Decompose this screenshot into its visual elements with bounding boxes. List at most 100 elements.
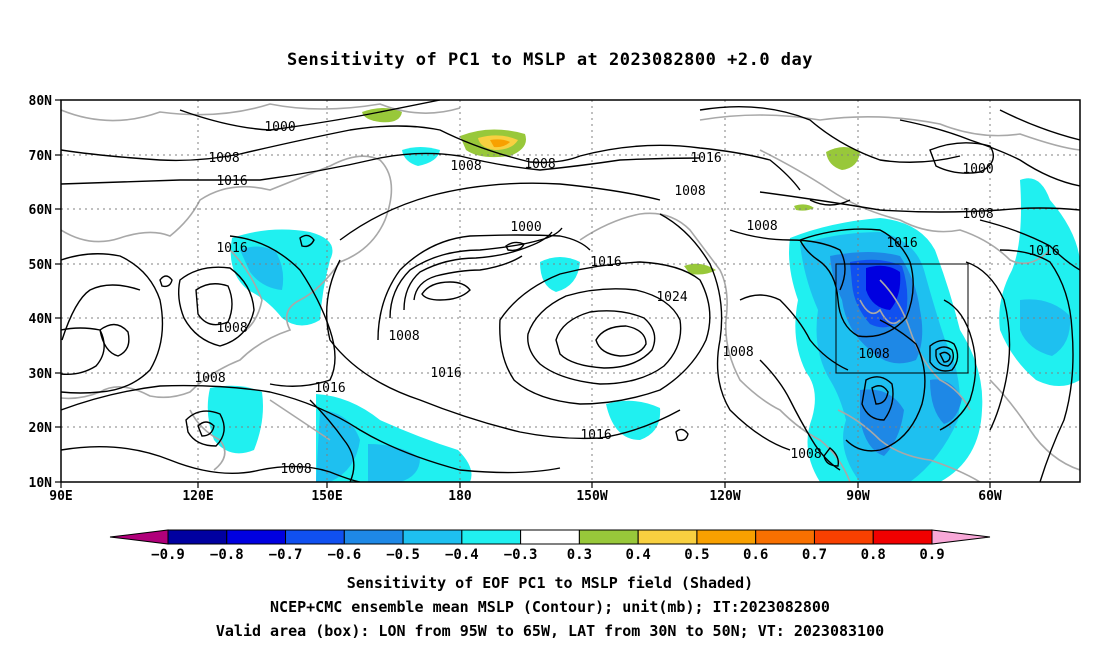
shade-patch xyxy=(490,139,510,148)
mslp-contour xyxy=(659,213,791,451)
mslp-contour xyxy=(527,288,682,385)
caption-line-2: NCEP+CMC ensemble mean MSLP (Contour); u… xyxy=(270,598,830,616)
contour-label: 1024 xyxy=(656,290,687,305)
caption-line-3: Valid area (box): LON from 95W to 65W, L… xyxy=(215,622,885,640)
mslp-contour xyxy=(377,234,591,341)
mslp-contour xyxy=(229,235,336,387)
colorbar-label: −0.9 xyxy=(151,547,185,563)
colorbar-segment xyxy=(461,529,522,545)
mslp-contour xyxy=(309,399,355,482)
mslp-contours xyxy=(61,100,1080,482)
mslp-contour xyxy=(339,182,661,241)
contour-label: 1000 xyxy=(264,120,295,135)
contour-label: 1016 xyxy=(430,366,461,381)
shade-patch xyxy=(860,389,904,456)
mslp-contour xyxy=(61,253,164,394)
mslp-contour xyxy=(935,346,955,367)
map-title: Sensitivity of PC1 to MSLP at 2023082800… xyxy=(286,50,813,70)
lat-label: 30N xyxy=(29,367,53,382)
mslp-contour xyxy=(899,119,1080,187)
mslp-contour xyxy=(413,255,523,301)
contour-label: 1008 xyxy=(280,462,311,477)
mslp-contour xyxy=(799,228,914,338)
colorbar-segment xyxy=(813,529,874,545)
lat-label: 50N xyxy=(29,258,53,273)
lat-label: 70N xyxy=(29,149,53,164)
mslp-contour xyxy=(61,384,561,474)
mslp-contour xyxy=(675,428,689,442)
lon-label: 90E xyxy=(49,489,72,504)
mslp-contour xyxy=(99,323,130,357)
colorbar-segment xyxy=(755,529,815,545)
mslp-contour xyxy=(929,339,959,372)
colorbar-segment xyxy=(167,529,228,545)
shade-patch xyxy=(794,204,814,211)
contour-label: 1008 xyxy=(790,447,821,462)
shade-patch xyxy=(826,147,860,170)
contour-label: 1008 xyxy=(208,151,239,166)
lon-label: 180 xyxy=(448,489,472,504)
contour-label: 1008 xyxy=(524,157,555,172)
lon-label: 150W xyxy=(576,489,607,504)
shade-patch xyxy=(930,379,962,424)
mslp-contour xyxy=(505,241,525,252)
colorbar-label: −0.6 xyxy=(327,547,361,563)
coastline xyxy=(879,279,971,411)
colorbar-label: 0.4 xyxy=(626,547,651,563)
mslp-contour xyxy=(61,445,361,482)
colorbar-segment xyxy=(285,529,345,545)
contour-label: 1000 xyxy=(510,220,541,235)
sensitivity-shading xyxy=(207,108,1080,482)
mslp-contour xyxy=(759,191,1080,213)
shade-patch xyxy=(684,263,716,275)
mslp-contour xyxy=(579,144,801,191)
colorbar-arrow-left xyxy=(109,529,169,545)
shade-patch xyxy=(1020,299,1071,356)
contour-label: 1008 xyxy=(194,371,225,386)
mslp-contour xyxy=(939,299,977,431)
valid-area-box xyxy=(835,263,969,374)
contour-label: 1016 xyxy=(580,428,611,443)
mslp-contour xyxy=(845,319,926,452)
mslp-contour xyxy=(739,294,849,371)
colorbar-label: −0.7 xyxy=(269,547,303,563)
contour-label: 1016 xyxy=(216,174,247,189)
mslp-contour xyxy=(403,231,553,311)
mslp-contour xyxy=(729,229,846,291)
shade-patch xyxy=(207,385,263,454)
colorbar-segment xyxy=(696,529,757,545)
shade-patch xyxy=(866,265,901,310)
mslp-contour xyxy=(185,410,225,447)
contour-label: 1016 xyxy=(314,381,345,396)
colorbar-label: −0.8 xyxy=(210,547,244,563)
mslp-contour xyxy=(861,376,894,421)
mslp-contour xyxy=(195,283,233,326)
shade-patch xyxy=(240,246,284,290)
mslp-contour xyxy=(999,109,1080,141)
mslp-contour xyxy=(61,327,105,376)
coastline xyxy=(269,399,331,441)
colorbar-segment xyxy=(872,529,933,545)
lat-label: 20N xyxy=(29,421,53,436)
colorbar-label: 0.7 xyxy=(802,547,827,563)
shade-patch xyxy=(402,147,440,166)
mslp-contour xyxy=(177,266,255,347)
mslp-contour xyxy=(326,259,681,440)
mslp-contour xyxy=(389,227,563,319)
lon-label: 90W xyxy=(846,489,870,504)
colorbar-segment xyxy=(578,529,639,545)
coastline xyxy=(699,114,1080,151)
colorbar-arrow-right xyxy=(931,529,991,545)
mslp-contour xyxy=(179,100,441,131)
coastline xyxy=(989,379,1080,471)
contour-label: 1016 xyxy=(216,241,247,256)
coastline xyxy=(61,103,461,122)
mslp-contour xyxy=(699,105,961,163)
mslp-contour xyxy=(61,152,701,185)
lat-label: 60N xyxy=(29,203,53,218)
coastline xyxy=(759,149,1051,265)
colorbar-label: 0.9 xyxy=(919,547,944,563)
lat-label: 80N xyxy=(29,94,53,109)
mslp-contour xyxy=(823,447,840,467)
